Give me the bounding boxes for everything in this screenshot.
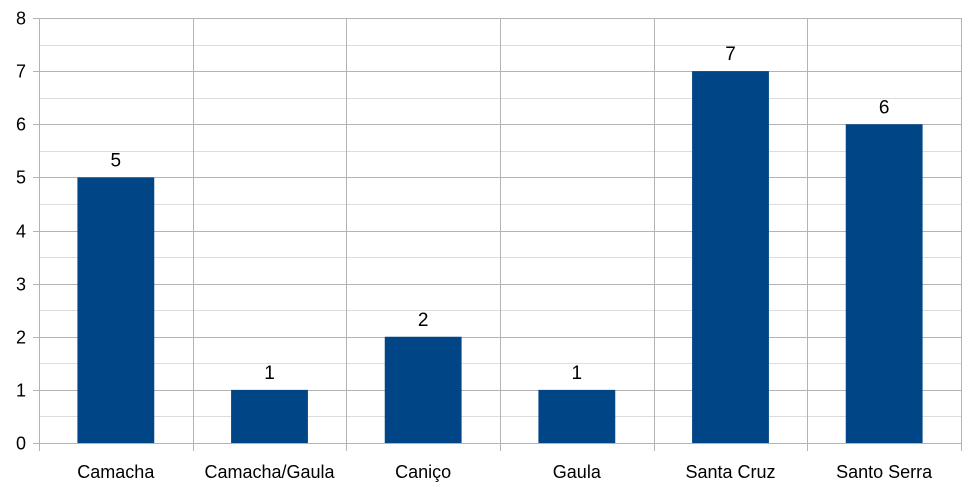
y-tick-label: 4 (16, 222, 26, 242)
grid-lines (33, 18, 962, 451)
bar (384, 336, 462, 443)
y-tick-label: 0 (16, 434, 26, 454)
data-label: 2 (418, 310, 429, 331)
x-category-label: Santa Cruz (685, 462, 775, 482)
bar (231, 389, 308, 443)
x-category-label: Camacha/Gaula (204, 462, 335, 482)
x-category-label: Camacha (77, 462, 155, 482)
data-label: 6 (879, 97, 890, 118)
data-labels: 5 1 2 1 7 6 (111, 44, 890, 384)
y-tick-label: 7 (16, 62, 26, 82)
y-tick-label: 6 (16, 115, 26, 135)
bar (538, 389, 616, 443)
bars (77, 71, 923, 443)
data-label: 1 (572, 363, 583, 384)
data-label: 5 (111, 150, 122, 171)
y-axis-tick-labels: 0 1 2 3 4 5 6 7 8 (16, 9, 26, 454)
y-tick-label: 2 (16, 328, 26, 348)
x-category-label: Gaula (553, 462, 602, 482)
bar (77, 177, 155, 443)
y-tick-label: 5 (16, 168, 26, 188)
y-tick-label: 8 (16, 9, 26, 29)
data-label: 1 (264, 363, 275, 384)
y-tick-label: 3 (16, 275, 26, 295)
data-label: 7 (725, 44, 736, 65)
x-category-label: Santo Serra (836, 462, 933, 482)
x-axis-category-labels: Camacha Camacha/Gaula Caniço Gaula Santa Cru… (77, 462, 933, 482)
y-tick-label: 1 (16, 381, 26, 401)
bar (692, 71, 769, 443)
bar (845, 124, 923, 443)
x-category-label: Caniço (395, 462, 451, 482)
